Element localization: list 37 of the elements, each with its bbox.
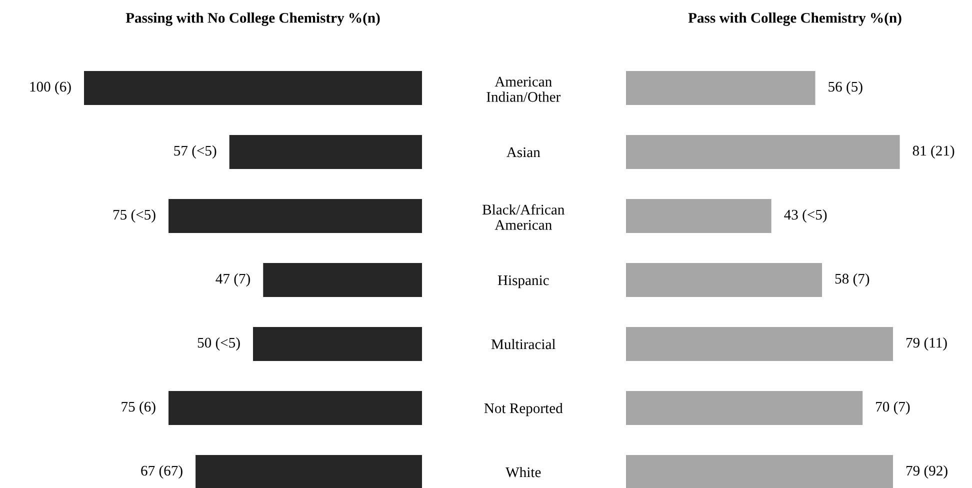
y-tick-label: American Indian/Other (486, 76, 561, 102)
bar (263, 263, 422, 297)
y-tick-label: Asian (506, 147, 540, 158)
data-label: 75 (6) (122, 401, 156, 415)
chart-title: Passing with No College Chemistry %(n) (126, 12, 380, 26)
data-label: 56 (5) (828, 81, 862, 95)
data-label: 70 (7) (876, 401, 910, 415)
y-tick-label: Black/African American (482, 204, 564, 230)
data-label: 81 (21) (912, 145, 954, 159)
data-label: 75 (<5) (114, 209, 156, 223)
y-tick-label: Multiracial (491, 338, 556, 350)
bar (626, 391, 863, 425)
bar (626, 263, 822, 297)
bar (229, 135, 422, 169)
bar (626, 199, 772, 233)
bar (196, 455, 422, 488)
bar (168, 391, 422, 425)
data-label: 67 (67) (141, 465, 182, 479)
y-tick-label: White (506, 466, 541, 478)
data-label: 79 (11) (906, 337, 947, 351)
y-tick-label: Not Reported (484, 402, 563, 416)
data-label: 50 (<5) (198, 337, 240, 351)
bar (626, 455, 894, 488)
bar (626, 327, 894, 361)
bar (168, 199, 422, 233)
chart-title: Pass with College Chemistry %(n) (688, 12, 902, 26)
data-label: 100 (6) (30, 81, 71, 95)
bar (626, 135, 900, 169)
bar (84, 71, 422, 105)
y-tick-label: Hispanic (498, 275, 549, 288)
data-label: 57 (<5) (174, 145, 216, 159)
data-label: 47 (7) (216, 273, 250, 287)
data-label: 79 (92) (906, 465, 948, 479)
data-label: 43 (<5) (784, 209, 827, 223)
bar (626, 71, 816, 105)
data-label: 58 (7) (835, 273, 870, 287)
bar (253, 327, 422, 361)
